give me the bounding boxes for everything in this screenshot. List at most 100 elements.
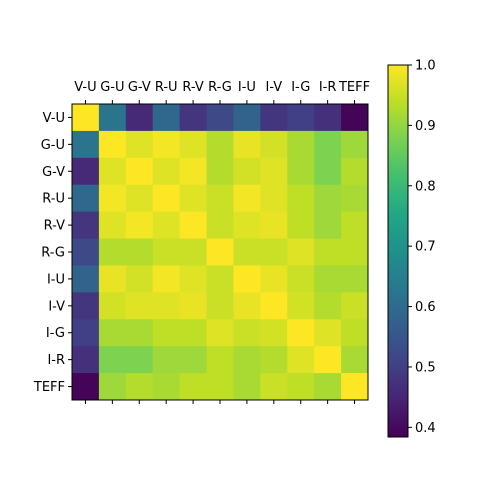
heatmap-cell-v-u-i-g <box>287 104 315 132</box>
heatmap-cell-r-v-r-g <box>206 211 234 240</box>
heatmap-cell-r-v-i-v <box>260 211 288 240</box>
y-tick-label-r-g: R-G <box>41 246 65 261</box>
heatmap-cell-r-u-r-v <box>179 184 208 213</box>
heatmap-cell-teff-i-u <box>233 373 261 401</box>
heatmap-cell-r-g-v-u <box>72 238 100 266</box>
heatmap-cell-i-u-r-v <box>179 265 208 293</box>
heatmap-cell-g-v-g-u <box>98 157 127 186</box>
heatmap-cell-teff-r-v <box>179 373 208 401</box>
heatmap-cell-i-v-i-g <box>287 292 315 320</box>
y-tick-label-g-u: G-U <box>41 138 65 153</box>
heatmap-cells <box>72 104 369 401</box>
heatmap-cell-v-u-i-r <box>314 104 342 132</box>
x-tick-label-r-u: R-U <box>155 80 178 95</box>
colorbar <box>387 64 409 438</box>
x-tick-label-r-g: R-G <box>208 80 232 95</box>
heatmap-cell-i-v-i-r <box>314 292 342 320</box>
heatmap-cell-v-u-r-u <box>152 104 181 132</box>
heatmap-cell-g-u-r-g <box>206 130 234 159</box>
heatmap-cell-teff-g-v <box>125 373 154 401</box>
heatmap-cell-teff-g-u <box>98 373 127 401</box>
heatmap-cell-g-u-i-r <box>314 130 342 159</box>
heatmap-cell-g-v-i-v <box>260 157 288 186</box>
heatmap-cell-i-g-v-u <box>72 319 100 347</box>
heatmap-cell-r-v-i-r <box>314 211 342 240</box>
heatmap-cell-i-u-i-v <box>260 265 288 293</box>
heatmap-cell-r-g-i-r <box>314 238 342 266</box>
heatmap-cell-teff-i-v <box>260 373 288 401</box>
heatmap-cell-i-u-g-v <box>125 265 154 293</box>
heatmap-cell-g-v-r-g <box>206 157 234 186</box>
heatmap-cell-i-v-i-v <box>260 292 288 320</box>
heatmap-cell-i-v-r-u <box>152 292 181 320</box>
heatmap-cell-g-v-i-r <box>314 157 342 186</box>
heatmap-cell-v-u-g-v <box>125 104 154 132</box>
colorbar-tick-label: 0.8 <box>415 179 436 194</box>
colorbar-tick-label: 1.0 <box>415 59 436 74</box>
colorbar-tick-label: 0.4 <box>415 421 436 436</box>
heatmap-cell-v-u-g-u <box>98 104 127 132</box>
heatmap-cell-r-u-v-u <box>72 184 100 213</box>
x-tick-label-g-v: G-V <box>128 80 151 95</box>
heatmap-cell-i-v-v-u <box>72 292 100 320</box>
heatmap-cell-g-u-r-v <box>179 130 208 159</box>
x-tick-label-i-r: I-R <box>319 80 337 95</box>
heatmap-cell-i-u-v-u <box>72 265 100 293</box>
heatmap-cell-r-v-r-u <box>152 211 181 240</box>
heatmap-cell-r-g-teff <box>341 238 369 266</box>
heatmap-cell-r-u-r-g <box>206 184 234 213</box>
heatmap-cell-v-u-r-g <box>206 104 234 132</box>
heatmap-cell-teff-r-u <box>152 373 181 401</box>
heatmap-cell-i-r-i-g <box>287 346 315 374</box>
heatmap-cell-i-v-r-v <box>179 292 208 320</box>
heatmap-cell-r-u-teff <box>341 184 369 213</box>
heatmap-cell-v-u-v-u <box>72 104 100 132</box>
heatmap-cell-r-u-i-g <box>287 184 315 213</box>
heatmap-cell-i-r-v-u <box>72 346 100 374</box>
heatmap-cell-i-g-i-v <box>260 319 288 347</box>
heatmap-cell-i-r-g-v <box>125 346 154 374</box>
heatmap-cell-r-g-i-u <box>233 238 261 266</box>
heatmap-cell-i-r-g-u <box>98 346 127 374</box>
heatmap-cell-i-u-r-g <box>206 265 234 293</box>
heatmap-cell-g-u-teff <box>341 130 369 159</box>
heatmap-cell-i-g-i-r <box>314 319 342 347</box>
y-tick-label-g-v: G-V <box>42 165 65 180</box>
heatmap-cell-r-u-g-u <box>98 184 127 213</box>
heatmap-cell-r-u-i-r <box>314 184 342 213</box>
heatmap-cell-i-g-g-v <box>125 319 154 347</box>
x-axis-bottom-ticks <box>84 400 356 404</box>
x-axis-top: V-U G-U G-V R-U R-V R-G I-U I-V I-G I-R TEFF <box>74 80 370 104</box>
heatmap-cell-g-v-r-u <box>152 157 181 186</box>
heatmap-cell-g-v-g-v <box>125 157 154 186</box>
heatmap-cell-g-u-i-g <box>287 130 315 159</box>
heatmap-cell-i-u-i-r <box>314 265 342 293</box>
heatmap-cell-i-g-r-g <box>206 319 234 347</box>
heatmap-cell-i-r-r-g <box>206 346 234 374</box>
heatmap-cell-i-u-i-u <box>233 265 261 293</box>
heatmap-cell-i-r-i-r <box>314 346 342 374</box>
y-tick-label-r-u: R-U <box>42 192 65 207</box>
colorbar-tick-label: 0.7 <box>415 240 436 255</box>
heatmap-cell-r-g-i-g <box>287 238 315 266</box>
y-tick-label-v-u: V-U <box>43 111 65 126</box>
heatmap-cell-i-v-g-u <box>98 292 127 320</box>
heatmap-cell-g-v-r-v <box>179 157 208 186</box>
heatmap-cell-i-g-r-u <box>152 319 181 347</box>
heatmap-cell-teff-v-u <box>72 373 100 401</box>
x-tick-label-i-g: I-G <box>291 80 310 95</box>
heatmap-cell-r-g-r-u <box>152 238 181 266</box>
x-tick-label-i-v: I-V <box>265 80 282 95</box>
colorbar-tick-label: 0.9 <box>415 119 436 134</box>
heatmap-cell-g-u-r-u <box>152 130 181 159</box>
heatmap-cell-v-u-teff <box>341 104 369 132</box>
heatmap-cell-g-u-g-v <box>125 130 154 159</box>
heatmap-cell-r-v-v-u <box>72 211 100 240</box>
y-tick-label-i-v: I-V <box>48 299 65 314</box>
heatmap-cell-g-u-i-v <box>260 130 288 159</box>
heatmap-cell-i-u-r-u <box>152 265 181 293</box>
y-tick-label-i-u: I-U <box>47 272 65 287</box>
heatmap-cell-r-v-r-v <box>179 211 208 240</box>
heatmap-cell-r-u-r-u <box>152 184 181 213</box>
heatmap-cell-teff-r-g <box>206 373 234 401</box>
